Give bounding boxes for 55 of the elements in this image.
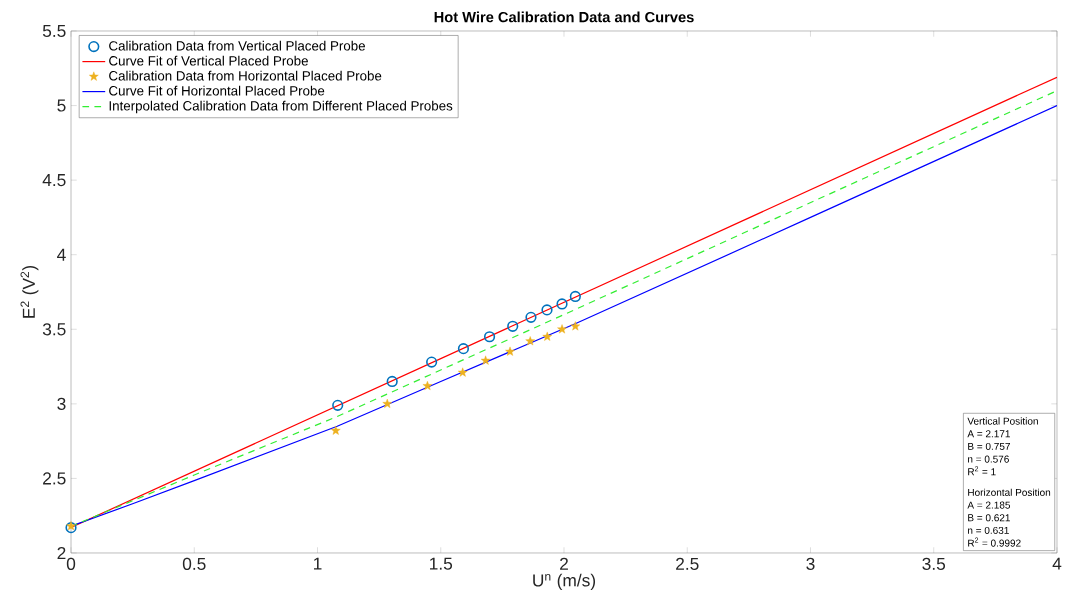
x-tick-label: 0	[66, 557, 76, 570]
annotation: n = 0.631	[968, 526, 1009, 534]
x-tick-label: 2.5	[676, 557, 699, 570]
x-tick-label: 1	[314, 557, 322, 570]
legend-label: Calibration Data from Horizontal Placed Probe	[109, 70, 382, 81]
point	[332, 399, 344, 411]
legend-label: Curve Fit of Vertical Placed Probe	[109, 55, 308, 66]
y-tick-label: 5.5	[42, 24, 66, 38]
x-tick-label: 3.5	[922, 557, 946, 570]
x-axis-title: U$^{n}$ (m/s)	[533, 573, 596, 590]
annotation: n = 0.576	[968, 455, 1009, 463]
y-tick-label: 3	[57, 397, 66, 410]
chart-title: Hot Wire Calibration Data and Curves	[434, 11, 694, 23]
x-tick-label: 2	[560, 557, 568, 570]
point	[525, 311, 537, 323]
x-tick-label: 1.5	[430, 557, 453, 570]
y-tick-label: 4	[57, 248, 66, 261]
point	[422, 380, 433, 391]
annotation: B = 0.621	[968, 514, 1010, 522]
point	[541, 304, 553, 316]
y-tick-label: 5	[57, 99, 66, 112]
y-tick-label: 4.5	[42, 174, 66, 187]
legend-label: Curve Fit of Horizontal Placed Probe	[109, 85, 325, 96]
point	[457, 367, 468, 377]
legend-label: Interpolated Calibration Data from Different Placed Probes	[109, 100, 453, 114]
point	[507, 320, 519, 332]
legend-label: Calibration Data from Vertical Placed Probe	[109, 40, 365, 51]
point	[570, 321, 581, 331]
x-tick-label: 3	[806, 557, 815, 570]
point	[569, 290, 581, 303]
point	[330, 425, 341, 435]
point	[557, 324, 567, 334]
point	[386, 375, 398, 388]
point	[480, 355, 491, 365]
annotation: Vertical Position	[967, 417, 1038, 425]
point	[382, 398, 393, 408]
y-tick-label: 2.5	[43, 472, 66, 485]
y-tick-label: 2	[57, 546, 66, 560]
point	[556, 298, 568, 310]
point	[426, 356, 438, 368]
point	[525, 336, 535, 346]
annotation: A = 2.185	[967, 501, 1011, 509]
annotation: A = 2.171	[967, 430, 1010, 438]
annotation: R$^{2}$ = 1	[968, 466, 996, 476]
x-tick-label: 0.5	[182, 557, 206, 570]
point	[483, 331, 496, 343]
point	[457, 343, 470, 355]
x-tick-label: 4	[1052, 557, 1062, 570]
annotation: R$^{2}$ = 0.9992	[968, 537, 1021, 547]
annotation: B = 0.757	[968, 442, 1010, 450]
point	[542, 331, 552, 341]
point	[505, 346, 515, 356]
y-axis-title: E$^{2}$ (V$^{2}$)	[20, 265, 39, 318]
y-tick-label: 3.5	[42, 323, 66, 336]
annotation: Horizontal Position	[968, 488, 1051, 496]
